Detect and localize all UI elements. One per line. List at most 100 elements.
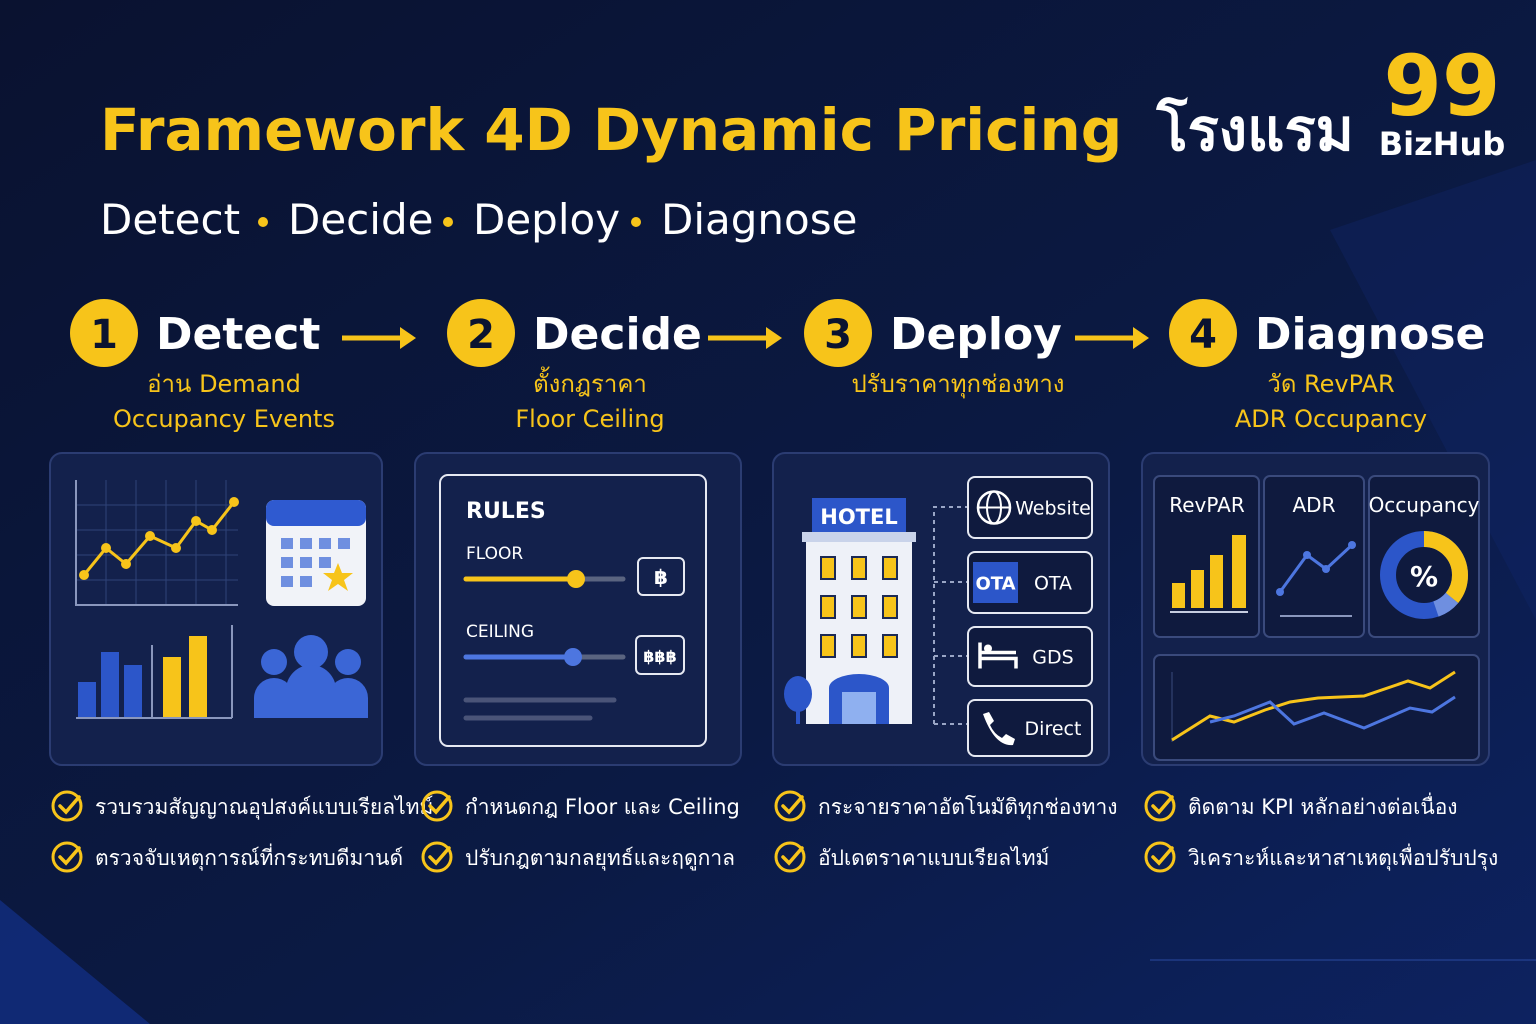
ota-badge-label: OTA <box>975 574 1015 595</box>
kpi-points <box>1276 541 1356 596</box>
step-name: Diagnose <box>1255 309 1485 360</box>
kpi-label: ADR <box>1293 493 1336 517</box>
calendar-star <box>323 563 353 591</box>
logo-name: BizHub <box>1379 125 1505 163</box>
subtitle-dot <box>631 217 641 227</box>
mini-axis <box>75 480 238 606</box>
channel-label: OTA <box>1034 573 1072 595</box>
step-name: Decide <box>533 309 702 360</box>
check-icon <box>1144 790 1176 822</box>
check-icon <box>421 841 453 873</box>
step-description: ปรับราคาทุกช่องทาง <box>851 370 1064 399</box>
floor-symbol: ฿ <box>654 565 668 589</box>
step-description: ตั้งกฎราคา <box>533 366 647 398</box>
check-icon <box>774 790 806 822</box>
kpi-label: Occupancy <box>1369 493 1480 517</box>
rules-title: RULES <box>466 499 546 524</box>
step-arrow-head <box>1133 327 1149 349</box>
kpi-label: RevPAR <box>1169 493 1245 517</box>
mini-axis <box>76 645 232 719</box>
detect-illustration <box>75 480 368 719</box>
hotel-sign <box>812 498 906 532</box>
people-icon <box>254 635 368 718</box>
step-arrow-head <box>400 327 416 349</box>
rules-card: RULES FLOOR ฿ CEILING ฿฿฿ <box>439 474 707 747</box>
check-text: กำหนดกฎ Floor และ Ceiling <box>465 795 740 819</box>
channel-label: Website <box>1015 498 1091 520</box>
calendar-top <box>266 500 366 526</box>
donut-segment <box>1432 592 1459 617</box>
connectors <box>933 506 968 725</box>
check-icon <box>1144 841 1176 873</box>
ceiling-symbol: ฿฿฿ <box>643 647 676 666</box>
step-badge <box>70 299 138 367</box>
ceiling-label: CEILING <box>466 622 534 642</box>
subtitle-word: Decide <box>288 195 433 244</box>
check-icon <box>421 790 453 822</box>
rules-frame <box>439 474 707 747</box>
check-icon <box>774 841 806 873</box>
kpi-line <box>1278 543 1354 593</box>
channels: Website OTA OTA GDS Direct <box>967 476 1093 757</box>
corner-shape <box>0 900 150 1024</box>
subtitle-word: Diagnose <box>661 195 857 244</box>
check-mark <box>428 846 451 866</box>
checklists: รวบรวมสัญญาณอุปสงค์แบบเรียลไทม์ตรวจจับเห… <box>51 790 1498 873</box>
bed-icon <box>978 642 1018 669</box>
step-number: 3 <box>824 312 852 358</box>
donut-segment <box>1423 531 1468 604</box>
subtitle-word: Deploy <box>473 195 620 244</box>
hotel-door-glass <box>842 692 876 724</box>
check-text: ตรวจจับเหตุการณ์ที่กระทบดีมานด์ <box>95 843 403 871</box>
step-description: Occupancy Events <box>113 405 335 433</box>
hotel-label: HOTEL <box>820 505 897 529</box>
mini-bars <box>163 636 207 718</box>
step-arrow-head <box>766 327 782 349</box>
floor-label: FLOOR <box>466 544 523 564</box>
panel <box>414 452 742 766</box>
subtitle-word: Detect <box>100 195 240 244</box>
kpi-labels: RevPAR ADR Occupancy <box>1169 493 1479 517</box>
step-badge <box>447 299 515 367</box>
step-description: วัด RevPAR <box>1267 370 1394 398</box>
check-text: ติดตาม KPI หลักอย่างต่อเนื่อง <box>1188 792 1458 819</box>
check-text: วิเคราะห์และหาสาเหตุเพื่อปรับปรุง <box>1188 843 1498 871</box>
check-text: กระจายราคาอัตโนมัติทุกช่องทาง <box>818 795 1118 820</box>
slider-knob <box>567 570 585 588</box>
step-description: Floor Ceiling <box>515 405 664 433</box>
title-main: Framework 4D Dynamic Pricing <box>100 96 1122 164</box>
check-mark <box>1151 795 1174 815</box>
step-number: 2 <box>467 312 495 358</box>
title-thai: โรงแรม <box>1155 95 1353 164</box>
channel-box <box>967 699 1093 757</box>
check-mark <box>1151 846 1174 866</box>
mini-points <box>79 497 239 580</box>
channel-box <box>967 626 1093 687</box>
step-number: 1 <box>90 312 118 358</box>
check-mark <box>428 795 451 815</box>
bed-icon <box>984 644 992 653</box>
donut-label: % <box>1410 560 1438 593</box>
step-badge <box>1169 299 1237 367</box>
hotel-roof <box>802 532 916 542</box>
subtitle-dot <box>443 217 453 227</box>
step-name: Detect <box>156 309 320 360</box>
mini-bars <box>78 652 142 718</box>
step-name: Deploy <box>890 309 1062 360</box>
check-mark <box>781 846 804 866</box>
slider-knob <box>564 648 582 666</box>
steps: 1 Detect อ่าน Demand Occupancy Events 2 Decid… <box>70 299 1485 433</box>
symbol-box <box>635 635 685 675</box>
kpi-bars <box>1172 535 1246 608</box>
tree <box>784 676 812 712</box>
check-text: ปรับกฎตามกลยุทธ์และฤดูกาล <box>465 846 735 871</box>
channel-label: Direct <box>1025 718 1082 740</box>
title: Framework 4D Dynamic Pricing โรงแรม <box>100 95 1354 164</box>
subtitle: Detect Decide Deploy Diagnose <box>100 195 857 244</box>
trend-line <box>1209 695 1456 730</box>
channel-label: GDS <box>1032 647 1073 669</box>
step-description: อ่าน Demand <box>147 370 301 398</box>
calendar-days <box>281 538 350 587</box>
step-badge <box>804 299 872 367</box>
